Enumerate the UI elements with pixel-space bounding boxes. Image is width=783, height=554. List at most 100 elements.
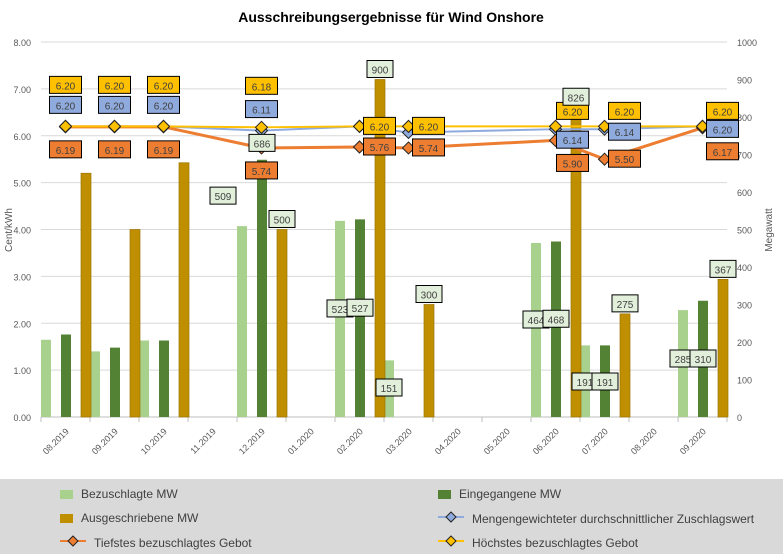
legend-swatch	[60, 489, 73, 499]
legend-item: Bezuschlagte MW	[60, 487, 178, 501]
line-data-label: 6.20	[154, 81, 174, 92]
x-tick-label: 04.2020	[433, 426, 463, 456]
line-data-label-box	[706, 101, 739, 120]
legend-swatch	[438, 489, 451, 499]
bar-data-label: 367	[715, 265, 732, 276]
bar-data-label-box	[209, 186, 237, 205]
line-data-label: 6.14	[563, 136, 583, 147]
bar-bezuschlagte-mw	[335, 220, 345, 417]
bar-ausgeschriebene-mw	[717, 279, 729, 418]
line-data-label: 5.74	[252, 167, 272, 178]
line-data-label-box	[412, 138, 445, 157]
bar-data-label: 191	[577, 378, 594, 389]
bar-eingegangene-mw	[257, 159, 267, 417]
x-tick-label: 08.2020	[629, 426, 659, 456]
x-tick-label: 09.2019	[90, 426, 120, 456]
x-tick-label: 11.2019	[188, 426, 218, 456]
bar-data-label-box	[689, 349, 717, 368]
y-left-tick-label: 0.00	[13, 413, 31, 423]
bar-data-label: 191	[597, 378, 614, 389]
bar-ausgeschriebene-mw	[374, 79, 386, 418]
bar-data-label: 310	[695, 355, 712, 366]
line-data-label-box	[98, 140, 131, 159]
bar-data-label-box	[268, 210, 296, 228]
y-left-tick-label: 7.00	[13, 85, 31, 95]
x-tick-label: 07.2020	[580, 426, 610, 456]
line-data-label: 6.20	[105, 81, 125, 92]
bar-data-label: 300	[421, 291, 438, 302]
line-marker	[548, 119, 563, 134]
line-data-label: 6.18	[252, 82, 272, 93]
y-right-axis-label: Megawatt	[764, 208, 775, 252]
y-right-tick-label: 800	[737, 113, 752, 123]
legend-label: Mengengewichteter durchschnittlicher Zus…	[472, 511, 755, 526]
legend-item: Höchstes bezuschlagtes Gebot	[438, 535, 638, 550]
bar-data-label-box	[562, 87, 590, 106]
y-right-tick-label: 1000	[737, 38, 757, 48]
line-data-label: 6.20	[56, 81, 76, 92]
bar-bezuschlagte-mw	[41, 339, 51, 417]
bar-data-label-box	[248, 133, 276, 152]
line-data-label-box	[98, 75, 131, 94]
bar-data-label: 509	[215, 192, 232, 203]
bar-data-label: 826	[568, 93, 585, 104]
y-left-tick-label: 5.00	[13, 179, 31, 189]
y-left-tick-label: 4.00	[13, 226, 31, 236]
x-tick-label: 01.2020	[286, 426, 316, 456]
bar-data-label-box	[709, 259, 737, 278]
bar-data-label: 523	[332, 305, 349, 316]
bar-ausgeschriebene-mw	[80, 172, 92, 418]
legend-swatch	[438, 511, 464, 526]
y-right-tick-label: 600	[737, 188, 752, 198]
x-tick-label: 08.2019	[41, 426, 71, 456]
legend-label: Eingegangene MW	[459, 487, 562, 501]
line-data-label-box	[412, 116, 445, 135]
y-right-tick-label: 0	[737, 413, 742, 423]
y-right-tick-label: 100	[737, 376, 752, 386]
y-left-tick-label: 6.00	[13, 132, 31, 142]
line-data-label: 5.50	[615, 155, 635, 166]
line-data-label-box	[706, 119, 739, 138]
line-data-label: 6.17	[713, 148, 733, 159]
line-data-label: 6.19	[56, 146, 76, 157]
bar-data-label-box	[542, 309, 570, 328]
line-data-label: 6.20	[563, 107, 583, 118]
line-data-label-box	[245, 100, 278, 119]
line-data-label-box	[147, 75, 180, 94]
bar-bezuschlagte-mw	[531, 243, 541, 417]
bar-ausgeschriebene-mw	[423, 304, 435, 418]
line-data-label: 6.20	[713, 125, 733, 136]
line-data-label: 5.90	[563, 159, 583, 170]
chart-title: Ausschreibungsergebnisse für Wind Onshor…	[238, 9, 544, 25]
x-tick-label: 10.2019	[139, 426, 169, 456]
x-tick-label: 09.2020	[678, 426, 708, 456]
bar-bezuschlagte-mw	[139, 340, 149, 417]
legend-label: Tiefstes bezuschlagtes Gebot	[94, 535, 252, 550]
bar-data-label-box	[375, 378, 403, 397]
line-data-label-box	[98, 95, 131, 114]
line-data-label: 5.74	[419, 144, 439, 155]
bar-data-label: 900	[372, 66, 389, 77]
x-tick-label: 12.2019	[237, 426, 267, 456]
line-data-label-box	[556, 153, 589, 172]
bar-data-label-box	[591, 372, 619, 391]
bar-eingegangene-mw	[110, 347, 120, 417]
x-tick-label: 06.2020	[531, 426, 561, 456]
y-right-tick-label: 500	[737, 226, 752, 236]
line-marker	[254, 120, 269, 135]
bar-data-label: 285	[675, 355, 692, 366]
bar-ausgeschriebene-mw	[129, 229, 141, 418]
line-data-label-box	[147, 95, 180, 114]
x-tick-label: 03.2020	[384, 426, 414, 456]
line-data-label-box	[608, 101, 641, 120]
bar-data-label: 527	[352, 304, 369, 315]
line-marker	[107, 119, 122, 134]
y-right-tick-label: 300	[737, 301, 752, 311]
line-data-label-box	[608, 149, 641, 168]
line-data-label: 6.11	[252, 106, 271, 117]
line-data-label-box	[363, 137, 396, 156]
bar-data-label: 151	[381, 384, 398, 395]
line-data-label: 5.76	[370, 143, 390, 154]
legend-label: Ausgeschriebene MW	[81, 511, 199, 525]
line-data-label: 6.20	[419, 122, 439, 133]
